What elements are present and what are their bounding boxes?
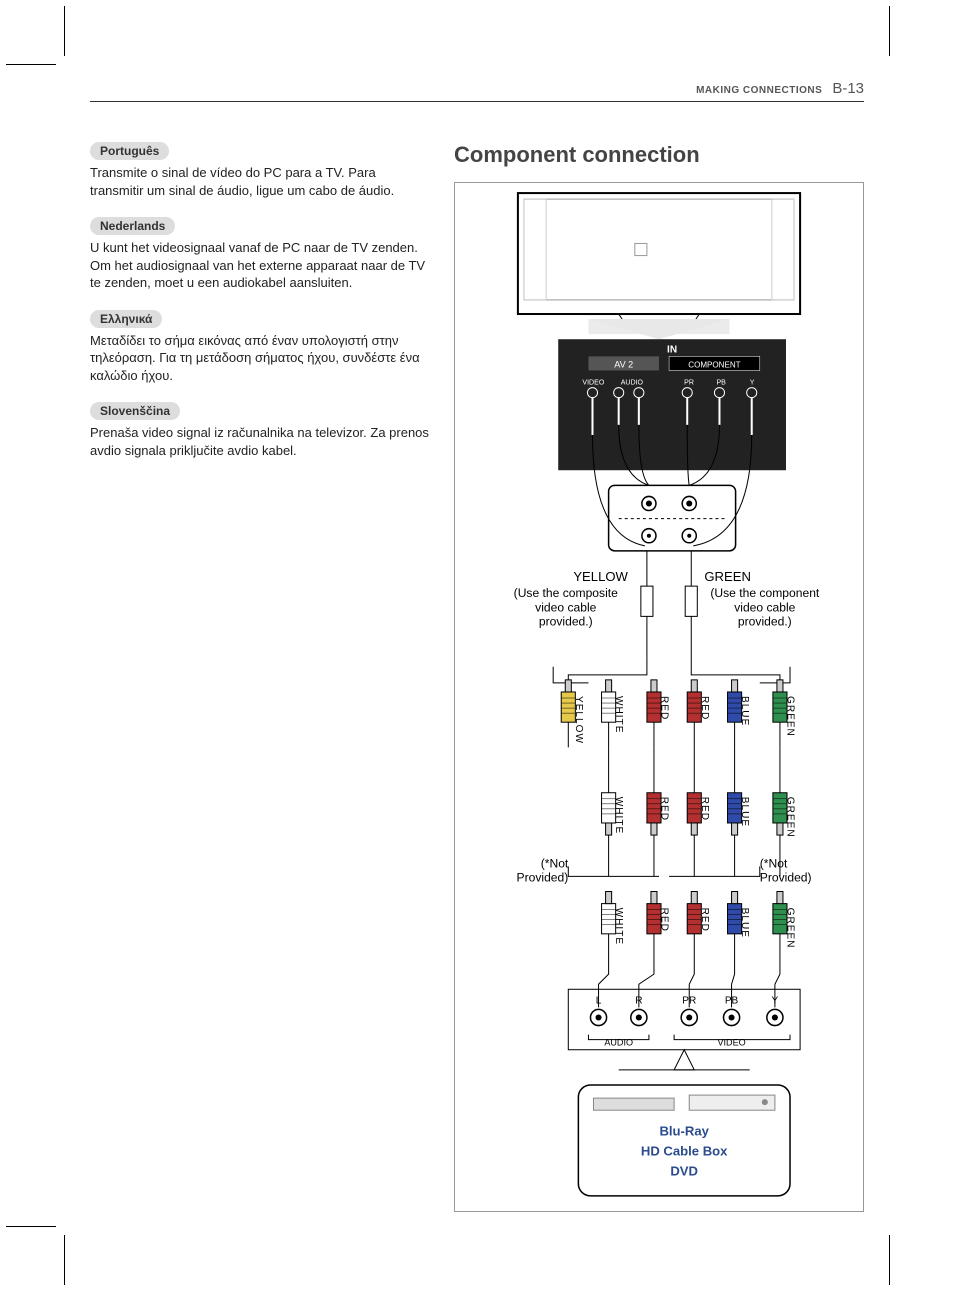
svg-text:GREEN: GREEN xyxy=(785,908,796,949)
lang-tag: Nederlands xyxy=(90,217,175,235)
diagram-title: Component connection xyxy=(454,142,864,168)
svg-text:GREEN: GREEN xyxy=(785,696,796,737)
svg-text:HD Cable Box: HD Cable Box xyxy=(641,1144,728,1159)
device-output-panel: L R PR PB Y AUDIO VIDEO xyxy=(568,989,800,1049)
svg-text:WHITE: WHITE xyxy=(613,797,624,834)
lang-text: Μεταδίδει το σήμα εικόνας από έναν υπολο… xyxy=(90,332,430,385)
not-provided-right: (*Not Provided) xyxy=(760,856,841,884)
svg-text:RED: RED xyxy=(699,797,710,821)
svg-text:WHITE: WHITE xyxy=(613,908,624,945)
svg-text:IN: IN xyxy=(667,344,677,355)
plug-row-3: WHITE RED RED BLUE GREEN xyxy=(602,892,796,960)
svg-text:COMPONENT: COMPONENT xyxy=(688,360,740,369)
svg-text:Y: Y xyxy=(750,380,755,387)
diagram-column: Component connection xyxy=(454,142,864,1212)
diagram-svg: IN AV 2 COMPONENT VIDEO AUDIO PR PB Y xyxy=(455,183,863,1211)
lang-block: Ελληνικά Μεταδίδει το σήμα εικόνας από έ… xyxy=(90,310,430,385)
lang-tag: Slovenščina xyxy=(90,402,180,420)
lang-text: Transmite o sinal de vídeo do PC para a … xyxy=(90,164,430,199)
svg-text:BLUE: BLUE xyxy=(739,908,750,938)
tv-icon xyxy=(518,193,800,329)
svg-text:GREEN: GREEN xyxy=(785,797,796,838)
svg-text:VIDEO: VIDEO xyxy=(717,1038,745,1048)
svg-text:Blu-Ray: Blu-Ray xyxy=(659,1123,709,1138)
svg-text:RED: RED xyxy=(659,797,670,821)
svg-text:AUDIO: AUDIO xyxy=(604,1038,633,1048)
svg-text:YELLOW: YELLOW xyxy=(573,569,628,584)
svg-text:PB: PB xyxy=(716,380,726,387)
svg-text:VIDEO: VIDEO xyxy=(582,380,604,387)
svg-text:PR: PR xyxy=(684,380,694,387)
connection-diagram: IN AV 2 COMPONENT VIDEO AUDIO PR PB Y xyxy=(454,182,864,1212)
lang-tag: Português xyxy=(90,142,169,160)
plug-row-1: YELLOW WHITE RED RED BLUE GREEN xyxy=(561,680,795,748)
svg-text:AUDIO: AUDIO xyxy=(621,380,644,387)
plug-row-2: WHITE RED RED BLUE GREEN xyxy=(602,768,796,838)
page-header: MAKING CONNECTIONS B-13 xyxy=(90,80,864,102)
header-page-number: B-13 xyxy=(832,80,864,97)
svg-text:WHITE: WHITE xyxy=(613,696,624,733)
svg-text:DVD: DVD xyxy=(670,1164,698,1179)
header-section: MAKING CONNECTIONS xyxy=(696,85,822,96)
svg-text:BLUE: BLUE xyxy=(739,696,750,726)
svg-text:RED: RED xyxy=(659,908,670,932)
source-devices-box: Blu-Ray HD Cable Box DVD xyxy=(578,1085,790,1196)
svg-text:RED: RED xyxy=(699,696,710,720)
svg-text:BLUE: BLUE xyxy=(739,797,750,827)
use-left-label: (Use the composite video cable provided.… xyxy=(513,586,619,628)
svg-text:YELLOW: YELLOW xyxy=(573,696,584,744)
lang-block: Nederlands U kunt het videosignaal vanaf… xyxy=(90,217,430,292)
lang-block: Português Transmite o sinal de vídeo do … xyxy=(90,142,430,199)
use-right-label: (Use the component video cable provided.… xyxy=(709,586,820,628)
language-column: Português Transmite o sinal de vídeo do … xyxy=(90,142,430,1212)
svg-text:GREEN: GREEN xyxy=(704,569,751,584)
svg-text:RED: RED xyxy=(699,908,710,932)
svg-text:AV 2: AV 2 xyxy=(614,359,633,369)
lang-text: U kunt het videosignaal vanaf de PC naar… xyxy=(90,239,430,292)
not-provided-left: (*Not Provided) xyxy=(488,856,569,884)
page-body: MAKING CONNECTIONS B-13 Português Transm… xyxy=(90,80,864,1211)
lang-block: Slovenščina Prenaša video signal iz raču… xyxy=(90,402,430,459)
lang-text: Prenaša video signal iz računalnika na t… xyxy=(90,424,430,459)
svg-text:RED: RED xyxy=(659,696,670,720)
lang-tag: Ελληνικά xyxy=(90,310,162,328)
